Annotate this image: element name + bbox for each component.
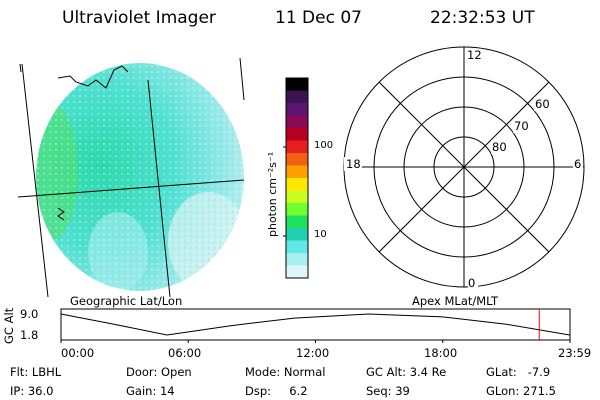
instrument-title: Ultraviolet Imager [62, 8, 216, 28]
colorbar-swatch [286, 103, 308, 116]
colorbar-swatch [286, 178, 308, 191]
colorbar-swatch [286, 190, 308, 204]
colorbar-swatch [286, 265, 308, 279]
colorbar-swatch [286, 78, 308, 91]
lat-label-70: 70 [514, 119, 529, 133]
alt-xtick-2359: 23:59 [558, 346, 592, 360]
colorbar: photon cm⁻²s⁻¹ [266, 77, 309, 279]
colorbar-swatch [286, 153, 308, 166]
alt-xtick-0000: 00:00 [61, 346, 95, 360]
info-glat: GLat: -7.9 [486, 365, 551, 379]
alt-ytick-9: 9.0 [20, 307, 39, 321]
info-flt: Flt: LBHL [10, 365, 62, 379]
info-dsp: Dsp: 6.2 [245, 384, 308, 398]
alt-xtick-1200: 12:00 [296, 346, 330, 360]
geographic-grid [18, 57, 245, 298]
alt-ylabel: GC Alt [2, 307, 16, 344]
mlt-label-6: 6 [574, 157, 581, 171]
colorbar-swatch [286, 215, 308, 229]
alt-xtick-0600: 06:00 [168, 346, 202, 360]
mlt-label-18: 18 [346, 157, 361, 171]
colorbar-swatch [286, 253, 308, 266]
info-ip: IP: 36.0 [10, 384, 54, 398]
alt-xtick-1800: 18:00 [424, 346, 458, 360]
colorbar-swatch [286, 165, 308, 179]
colorbar-tick-100: 100 [314, 140, 334, 151]
info-gc-alt: GC Alt: 3.4 Re [366, 365, 447, 379]
polar-plot: 12 18 6 0 60 70 80 [343, 46, 585, 290]
colorbar-swatch [286, 240, 308, 254]
altitude-plot [60, 308, 571, 343]
lat-label-80: 80 [492, 140, 507, 154]
colorbar-swatch [286, 203, 308, 216]
mlt-label-12: 12 [467, 48, 482, 62]
info-door: Door: Open [126, 365, 192, 379]
date-label: 11 Dec 07 [275, 8, 362, 28]
info-mode: Mode: Normal [245, 365, 326, 379]
altitude-frame [60, 308, 571, 341]
altitude-curve [60, 313, 570, 336]
polar-panel-label: Apex MLat/MLT [412, 294, 499, 308]
polar-diagonal-b [378, 81, 550, 253]
image-panel-label: Geographic Lat/Lon [70, 294, 183, 308]
info-gain: Gain: 14 [126, 384, 175, 398]
info-seq: Seq: 39 [366, 384, 410, 398]
colorbar-swatch [286, 228, 308, 241]
time-label: 22:32:53 UT [430, 8, 535, 28]
colorbar-tick-10: 10 [314, 229, 327, 240]
alt-ytick-1-8: 1.8 [20, 328, 39, 342]
mlt-label-0: 0 [468, 276, 475, 290]
colorbar-swatch [286, 128, 308, 141]
info-glon: GLon: 271.5 [486, 384, 556, 398]
lat-label-60: 60 [535, 97, 550, 111]
colorbar-swatch [286, 140, 308, 154]
colorbar-swatch [286, 115, 308, 129]
colorbar-unit-label: photon cm⁻²s⁻¹ [266, 152, 279, 237]
colorbar-swatch [286, 90, 308, 104]
uv-image [18, 57, 245, 298]
